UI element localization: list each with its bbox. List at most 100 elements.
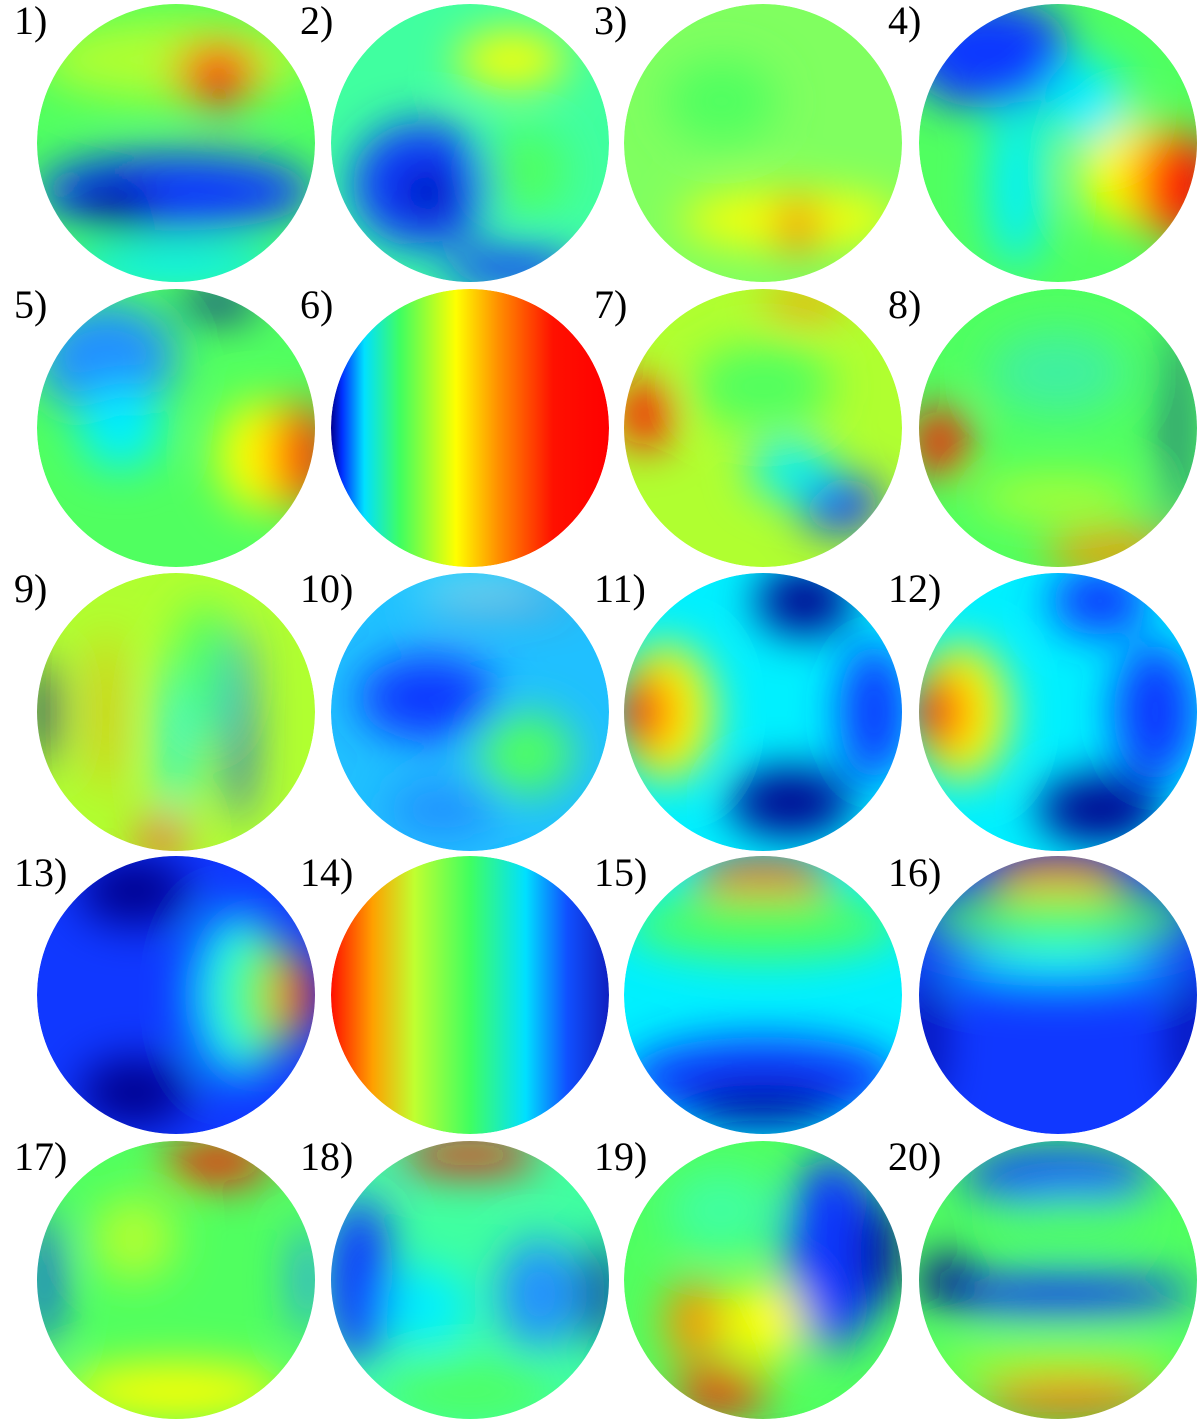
heatmap-blobs [919,1147,1197,1415]
heatmap [624,573,902,851]
heatmap-blob [386,1266,470,1350]
panel-label: 15) [594,850,647,895]
panel: 20) [888,1134,1197,1419]
heatmap-blob [988,101,1045,269]
heatmap-blob [946,946,1170,989]
panel: 11) [594,566,902,851]
heatmap-blob [624,890,902,961]
heatmap-blob [919,670,968,754]
panel-label: 4) [888,0,921,43]
heatmap-blob [932,1346,1184,1381]
heatmap-blob [78,386,163,470]
heatmap-blob [386,781,498,838]
heatmap [919,1141,1197,1419]
heatmap-blob [665,1280,722,1364]
heatmap-blob [839,642,902,782]
panel-label: 1) [14,0,47,43]
heatmap-base [331,289,609,567]
heatmap-blob [988,856,1128,898]
heatmap-blob [919,1273,1197,1315]
heatmap-blob [176,600,232,740]
heatmap-blob [919,407,968,477]
heatmap-blob [1134,129,1197,241]
heatmap-blob [919,967,940,1107]
heatmap-blob [1044,59,1128,143]
heatmap-blob [224,932,295,1058]
panel: 3) [594,0,902,282]
heatmap-blob [400,170,457,213]
panel: 8) [888,282,1197,567]
heatmap-blob [749,441,833,498]
heatmap-blob [176,42,260,105]
panel-label: 2) [300,0,333,43]
panel-label: 16) [888,850,941,895]
panel: 4) [888,0,1197,282]
heatmap-blob [919,890,1197,947]
panel: 5) [14,282,315,567]
heatmap-blob [37,17,315,102]
heatmap-blob [585,1238,609,1350]
panel-label: 10) [300,566,353,611]
panel: 16) [888,850,1197,1134]
heatmap [37,856,315,1134]
heatmap-blob [227,628,250,824]
heatmap-blob [64,1363,288,1419]
panel: 15) [594,850,902,1134]
heatmap-blob [421,596,575,605]
heatmap [331,856,609,1134]
panel-label: 7) [594,282,627,327]
panel: 18) [300,1134,609,1419]
heatmap-blob [483,129,568,213]
heatmap-blob [624,379,673,449]
heatmap-blob [665,59,777,143]
heatmap [919,856,1197,1134]
panel-label: 13) [14,850,67,895]
panel-label: 6) [300,282,333,327]
heatmap-blobs [919,856,1197,1107]
heatmap [919,289,1197,567]
panel: 13) [14,850,315,1134]
heatmap [331,573,609,851]
heatmap-blob [162,1141,274,1183]
heatmap [331,1141,609,1419]
heatmap [624,856,902,1134]
heatmap-blob [37,1210,58,1350]
panel-label: 20) [888,1134,941,1179]
heatmap-blob [37,152,315,231]
heatmap-blob [400,573,540,596]
panel-label: 9) [14,566,47,611]
heatmap-blob [37,656,56,768]
heatmap-blob [176,289,260,317]
heatmap-blob [497,1238,582,1350]
heatmap-blob [273,953,315,1037]
heatmap-blobs [37,600,250,851]
heatmap [624,1141,902,1419]
heatmap-blobs [919,573,1197,845]
heatmap [624,4,902,282]
heatmap-blob [679,1085,847,1128]
heatmap-blob [331,1196,394,1364]
panel: 9) [14,566,315,851]
panel: 19) [594,1134,902,1419]
panel: 17) [14,1134,315,1419]
heatmap-blob [456,31,568,88]
panel-label: 14) [300,850,353,895]
heatmap [624,289,902,567]
heatmap-blob [358,656,498,740]
panel: 12) [888,566,1197,851]
panel-label: 11) [594,566,646,611]
panel: 10) [300,566,609,851]
heatmap-blob [92,1196,176,1281]
heatmap [331,4,609,282]
heatmap-blobs [624,856,902,1128]
heatmap-blob [71,184,156,227]
heatmap-blob [665,1168,777,1253]
heatmap-blob [1113,642,1197,782]
heatmap [37,4,315,282]
heatmap-blobs [78,856,315,1128]
heatmap-blob [783,1154,882,1350]
heatmap-blobs [624,573,902,838]
heatmap-blob [756,573,854,636]
heatmap-blob [797,476,882,533]
